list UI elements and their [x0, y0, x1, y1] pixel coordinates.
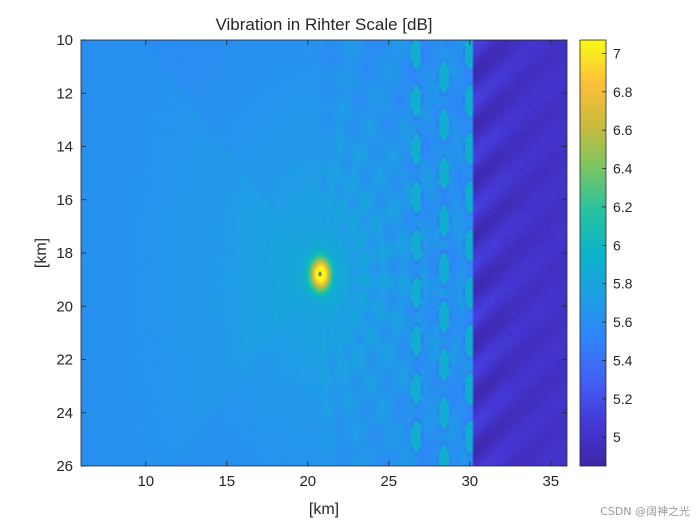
colorbar-tick-label: 5.6 [613, 314, 633, 330]
x-tick-label: 25 [380, 473, 397, 490]
y-tick-label: 24 [56, 405, 73, 422]
y-tick-label: 10 [56, 32, 73, 49]
x-tick-label: 20 [299, 473, 316, 490]
colorbar-tick-label: 6 [613, 237, 621, 253]
y-tick-label: 12 [56, 85, 73, 102]
colorbar-tick-label: 5 [613, 429, 621, 445]
colorbar-tick-label: 6.4 [613, 161, 633, 177]
y-tick-label: 26 [56, 458, 73, 475]
x-axis: 10 15 20 25 30 35 [137, 40, 559, 490]
colorbar-tick-label: 6.6 [613, 122, 633, 138]
x-tick-label: 15 [218, 473, 235, 490]
colorbar-tick-label: 6.8 [613, 84, 633, 100]
watermark: CSDN @阔神之光 [600, 505, 690, 518]
y-axis-label: [km] [33, 238, 50, 268]
colorbar-tick-label: 5.2 [613, 391, 633, 407]
x-axis-label: [km] [309, 501, 339, 518]
plot-area [80, 39, 568, 467]
heatmap-field [81, 40, 567, 466]
colorbar-tick-label: 6.2 [613, 199, 633, 215]
x-tick-label: 35 [542, 473, 559, 490]
y-tick-label: 16 [56, 192, 73, 209]
colorbar-tick-label: 5.4 [613, 352, 633, 368]
x-tick-label: 10 [137, 473, 154, 490]
colorbar-tick-label: 7 [613, 45, 621, 61]
x-tick-label: 30 [461, 473, 478, 490]
y-tick-label: 14 [56, 139, 73, 156]
y-tick-label: 22 [56, 352, 73, 369]
colorbar-ticks: 5 5.2 5.4 5.6 5.8 6 6.2 6.4 6.6 6.8 7 [602, 45, 633, 445]
colorbar: 5 5.2 5.4 5.6 5.8 6 6.2 6.4 6.6 6.8 7 [579, 39, 633, 467]
y-axis: 10 12 14 16 18 20 22 24 26 [56, 32, 567, 475]
y-tick-label: 18 [56, 245, 73, 262]
colorbar-tick-label: 5.8 [613, 276, 633, 292]
y-tick-label: 20 [56, 298, 73, 315]
chart-title: Vibration in Rihter Scale [dB] [215, 15, 432, 34]
colorbar-bar [579, 39, 607, 467]
